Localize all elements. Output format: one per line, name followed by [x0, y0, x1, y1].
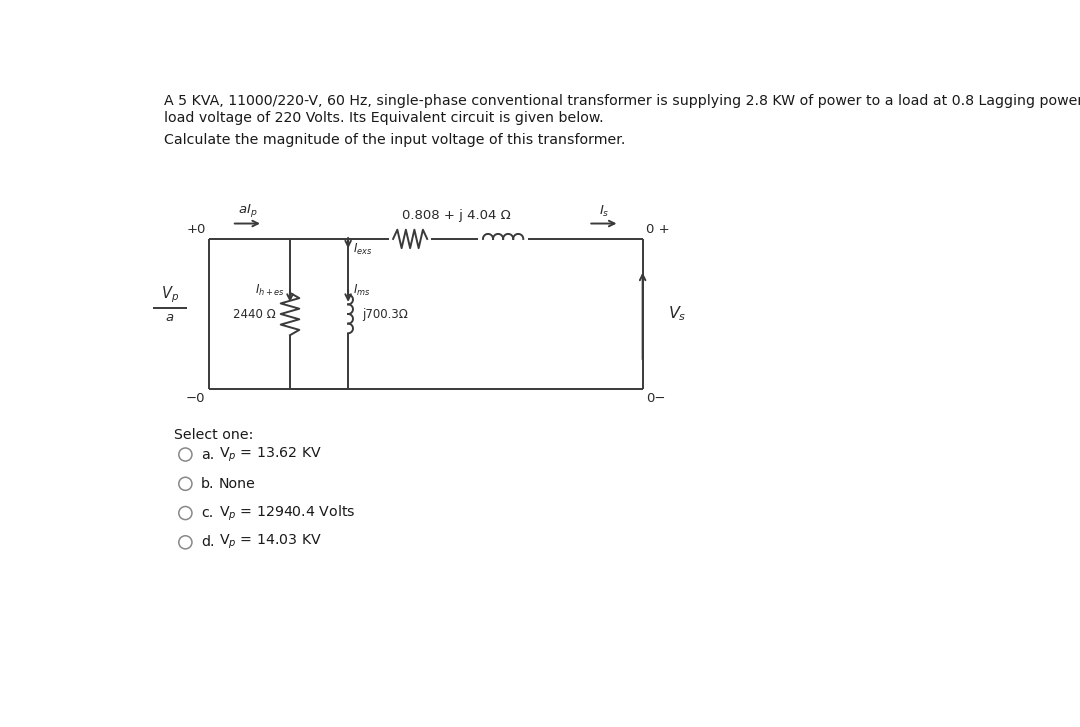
Text: Calculate the magnitude of the input voltage of this transformer.: Calculate the magnitude of the input vol… [164, 132, 625, 147]
Text: 2440 Ω: 2440 Ω [233, 308, 276, 321]
Text: +0: +0 [186, 223, 205, 236]
Text: 0−: 0− [646, 392, 665, 405]
Text: $aI_p$: $aI_p$ [238, 202, 257, 219]
Text: $V_p$: $V_p$ [161, 284, 179, 305]
Text: j700.3Ω: j700.3Ω [362, 308, 408, 321]
Text: $I_s$: $I_s$ [598, 204, 609, 219]
Text: d.: d. [201, 535, 214, 550]
Text: c.: c. [201, 506, 213, 520]
Text: $a$: $a$ [165, 311, 175, 324]
Text: $I_{exs}$: $I_{exs}$ [353, 242, 373, 257]
Text: −0: −0 [186, 392, 205, 405]
Text: 0 +: 0 + [646, 223, 670, 236]
Text: V$_p$ = 13.62 KV: V$_p$ = 13.62 KV [218, 446, 322, 464]
Text: V$_p$ = 12940.4 Volts: V$_p$ = 12940.4 Volts [218, 503, 355, 523]
Text: Select one:: Select one: [174, 427, 253, 441]
Text: $V_s$: $V_s$ [669, 305, 687, 324]
Text: b.: b. [201, 477, 214, 491]
Text: A 5 KVA, 11000/220-V, 60 Hz, single-phase conventional transformer is supplying : A 5 KVA, 11000/220-V, 60 Hz, single-phas… [164, 95, 1080, 108]
Text: None: None [218, 477, 256, 491]
Text: a.: a. [201, 448, 214, 462]
Text: $I_{ms}$: $I_{ms}$ [353, 284, 370, 299]
Text: load voltage of 220 Volts. Its Equivalent circuit is given below.: load voltage of 220 Volts. Its Equivalen… [164, 111, 604, 125]
Text: V$_p$ = 14.03 KV: V$_p$ = 14.03 KV [218, 533, 322, 552]
Text: 0.808 + j 4.04 Ω: 0.808 + j 4.04 Ω [402, 209, 511, 222]
Text: $I_{h+es}$: $I_{h+es}$ [255, 284, 285, 299]
